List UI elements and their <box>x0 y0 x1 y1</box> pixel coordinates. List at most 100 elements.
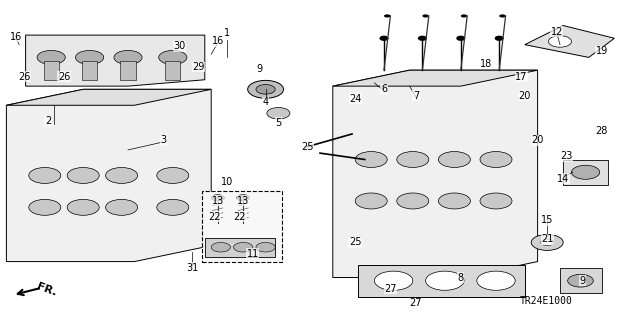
Circle shape <box>29 199 61 215</box>
Circle shape <box>495 36 503 40</box>
Text: 19: 19 <box>595 46 608 56</box>
Polygon shape <box>525 26 614 57</box>
Polygon shape <box>6 89 211 105</box>
Text: 29: 29 <box>192 62 205 72</box>
Text: 11: 11 <box>246 249 259 259</box>
Circle shape <box>67 167 99 183</box>
Circle shape <box>480 152 512 167</box>
Text: 9: 9 <box>579 276 586 286</box>
Polygon shape <box>333 70 538 278</box>
Circle shape <box>355 152 387 167</box>
Circle shape <box>480 193 512 209</box>
Circle shape <box>234 242 253 252</box>
Circle shape <box>531 234 563 250</box>
Circle shape <box>159 50 187 64</box>
Circle shape <box>355 193 387 209</box>
Circle shape <box>438 152 470 167</box>
Bar <box>563 160 608 185</box>
Circle shape <box>457 36 465 40</box>
Text: 22: 22 <box>234 212 246 222</box>
Polygon shape <box>358 265 525 297</box>
Text: 17: 17 <box>515 71 528 82</box>
Circle shape <box>380 36 388 40</box>
Text: 13: 13 <box>237 196 250 206</box>
Text: 20: 20 <box>518 91 531 101</box>
Circle shape <box>422 14 429 18</box>
Circle shape <box>106 167 138 183</box>
Text: 7: 7 <box>413 91 419 101</box>
Circle shape <box>157 199 189 215</box>
Text: 30: 30 <box>173 41 186 51</box>
Text: 26: 26 <box>58 71 70 82</box>
Bar <box>560 268 602 293</box>
Circle shape <box>438 193 470 209</box>
Circle shape <box>114 50 142 64</box>
Circle shape <box>419 36 426 40</box>
Text: 24: 24 <box>349 94 362 104</box>
Bar <box>202 191 282 262</box>
Text: 5: 5 <box>275 118 282 128</box>
Circle shape <box>267 108 290 119</box>
Polygon shape <box>26 35 205 86</box>
Polygon shape <box>205 238 275 257</box>
Text: 10: 10 <box>221 177 234 187</box>
Text: 26: 26 <box>18 71 31 82</box>
Circle shape <box>568 274 593 287</box>
Text: 6: 6 <box>381 84 387 94</box>
Text: 31: 31 <box>186 263 198 273</box>
Circle shape <box>426 271 464 290</box>
Text: FR.: FR. <box>35 281 58 298</box>
Circle shape <box>256 242 275 252</box>
Circle shape <box>67 199 99 215</box>
Circle shape <box>499 14 506 18</box>
Circle shape <box>76 50 104 64</box>
Text: 25: 25 <box>301 142 314 152</box>
Circle shape <box>211 195 224 201</box>
Text: 22: 22 <box>208 212 221 222</box>
Text: 16: 16 <box>211 36 224 47</box>
Circle shape <box>211 242 230 252</box>
Circle shape <box>29 167 61 183</box>
Text: 16: 16 <box>10 32 22 42</box>
Text: 14: 14 <box>557 174 570 184</box>
Text: 9: 9 <box>256 63 262 74</box>
Text: 20: 20 <box>531 135 544 145</box>
Text: 23: 23 <box>560 151 573 161</box>
Polygon shape <box>6 89 211 262</box>
Circle shape <box>248 80 284 98</box>
Circle shape <box>477 271 515 290</box>
Text: TR24E1000: TR24E1000 <box>520 296 573 306</box>
Circle shape <box>256 85 275 94</box>
Text: 3: 3 <box>160 135 166 145</box>
Bar <box>44 61 59 80</box>
Text: 4: 4 <box>262 97 269 107</box>
Text: 27: 27 <box>410 298 422 308</box>
Circle shape <box>37 50 65 64</box>
Text: 21: 21 <box>541 234 554 244</box>
Circle shape <box>157 167 189 183</box>
Text: 2: 2 <box>45 116 51 126</box>
Circle shape <box>384 14 390 18</box>
Polygon shape <box>333 70 538 86</box>
Circle shape <box>374 271 413 290</box>
Bar <box>82 61 97 80</box>
Text: 18: 18 <box>480 59 493 69</box>
Circle shape <box>237 195 250 201</box>
Circle shape <box>397 193 429 209</box>
Circle shape <box>106 199 138 215</box>
Bar <box>165 61 180 80</box>
Circle shape <box>461 14 467 18</box>
Text: 27: 27 <box>384 284 397 294</box>
Circle shape <box>397 152 429 167</box>
Bar <box>120 61 136 80</box>
Circle shape <box>572 165 600 179</box>
Text: 1: 1 <box>224 28 230 39</box>
Text: 12: 12 <box>550 27 563 37</box>
Text: 13: 13 <box>211 196 224 206</box>
Text: 25: 25 <box>349 237 362 248</box>
Circle shape <box>541 239 554 246</box>
Text: 28: 28 <box>595 126 608 136</box>
Circle shape <box>548 36 572 47</box>
Text: 8: 8 <box>458 272 464 283</box>
Text: 15: 15 <box>541 215 554 225</box>
